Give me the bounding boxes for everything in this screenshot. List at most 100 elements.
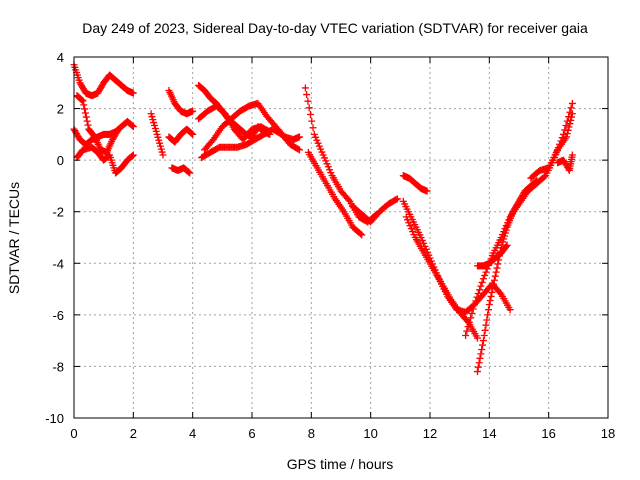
- x-tick-label: 4: [189, 426, 196, 441]
- data-point: [485, 301, 493, 309]
- data-point: [563, 130, 571, 138]
- data-point: [481, 326, 489, 334]
- x-tick-labels: 0 2 4 6 8 10 12 14 16 18: [70, 426, 615, 441]
- series-arc-7: [165, 125, 197, 146]
- data-point: [562, 133, 570, 141]
- data-point: [490, 280, 498, 288]
- data-point: [80, 101, 88, 109]
- y-tick-label: -4: [52, 256, 64, 271]
- series-arc-23: [527, 110, 576, 182]
- series-arc-1: [70, 61, 137, 100]
- data-point: [493, 264, 501, 272]
- y-axis-label: SDTVAR / TECUs: [6, 182, 22, 294]
- data-point: [84, 121, 92, 129]
- series-arc-5: [147, 110, 167, 159]
- data-point: [489, 284, 497, 292]
- plot-frame: [73, 56, 609, 419]
- data-point: [189, 107, 197, 115]
- x-tick-label: 6: [248, 426, 255, 441]
- data-point: [308, 117, 316, 125]
- data-point: [477, 282, 485, 290]
- series-arc-4: [73, 143, 137, 177]
- x-tick-label: 2: [130, 426, 137, 441]
- data-point: [478, 345, 486, 353]
- data-point: [496, 289, 504, 297]
- y-tick-label: -8: [52, 359, 64, 374]
- data-point: [476, 354, 484, 362]
- data-point: [481, 271, 489, 279]
- data-point: [114, 127, 122, 135]
- data-point: [128, 122, 136, 130]
- grid: [74, 57, 608, 418]
- data-point: [476, 286, 484, 294]
- data-point: [478, 278, 486, 286]
- data-point: [469, 305, 477, 313]
- data-point: [392, 196, 400, 204]
- x-tick-label: 8: [308, 426, 315, 441]
- y-tick-label: -10: [45, 411, 64, 426]
- data-point: [490, 276, 498, 284]
- data-point: [484, 311, 492, 319]
- data-point: [81, 105, 89, 113]
- chart-title: Day 249 of 2023, Sidereal Day-to-day VTE…: [82, 20, 588, 36]
- x-tick-label: 0: [70, 426, 77, 441]
- x-axis-label: GPS time / hours: [287, 456, 394, 472]
- x-tick-label: 18: [601, 426, 615, 441]
- axis-ticks: [73, 56, 609, 419]
- data-point: [115, 125, 122, 133]
- series-arc-24: [554, 151, 576, 174]
- data-point: [189, 130, 197, 138]
- data-point: [483, 316, 491, 324]
- data-point: [473, 368, 481, 376]
- series-arc-14: [304, 148, 366, 239]
- data-points: [70, 61, 576, 376]
- data-point: [295, 133, 303, 141]
- data-point: [477, 350, 485, 358]
- data-point: [188, 130, 196, 138]
- x-tick-label: 14: [482, 426, 496, 441]
- data-point: [129, 151, 137, 159]
- data-point: [567, 104, 575, 112]
- data-point: [306, 110, 314, 118]
- series-arc-21: [473, 241, 511, 270]
- data-point: [465, 318, 473, 326]
- series-arc-15: [349, 195, 401, 226]
- data-point: [304, 97, 312, 105]
- data-point: [482, 268, 490, 276]
- data-point: [564, 126, 572, 134]
- data-point: [159, 151, 167, 159]
- data-point: [358, 231, 366, 239]
- x-tick-label: 10: [363, 426, 377, 441]
- data-point: [565, 123, 573, 131]
- series-arc-6: [165, 87, 197, 118]
- data-point: [474, 289, 482, 297]
- y-tick-label: -2: [52, 205, 64, 220]
- data-point: [393, 195, 401, 203]
- data-point: [468, 309, 476, 317]
- data-point: [303, 91, 311, 99]
- data-point: [479, 337, 487, 345]
- data-point: [471, 301, 478, 309]
- data-point: [566, 120, 574, 128]
- data-point: [568, 113, 576, 121]
- series-arc-18: [402, 213, 481, 342]
- data-point: [488, 288, 496, 296]
- data-point: [491, 272, 499, 280]
- y-tick-labels: 4 2 0 -2 -4 -6 -8 -10: [45, 50, 64, 426]
- data-point: [487, 292, 495, 300]
- data-point: [494, 260, 502, 268]
- data-point: [83, 117, 91, 125]
- data-point: [568, 110, 576, 118]
- y-tick-label: 4: [57, 50, 64, 65]
- data-point: [486, 296, 494, 304]
- data-point: [482, 321, 490, 329]
- y-tick-label: 0: [57, 153, 64, 168]
- data-point: [305, 104, 313, 112]
- data-point: [79, 97, 87, 105]
- data-point: [475, 359, 483, 367]
- series-arc-8: [168, 164, 194, 177]
- data-point: [295, 146, 303, 154]
- series-arc-20: [462, 177, 541, 339]
- data-point: [464, 323, 472, 331]
